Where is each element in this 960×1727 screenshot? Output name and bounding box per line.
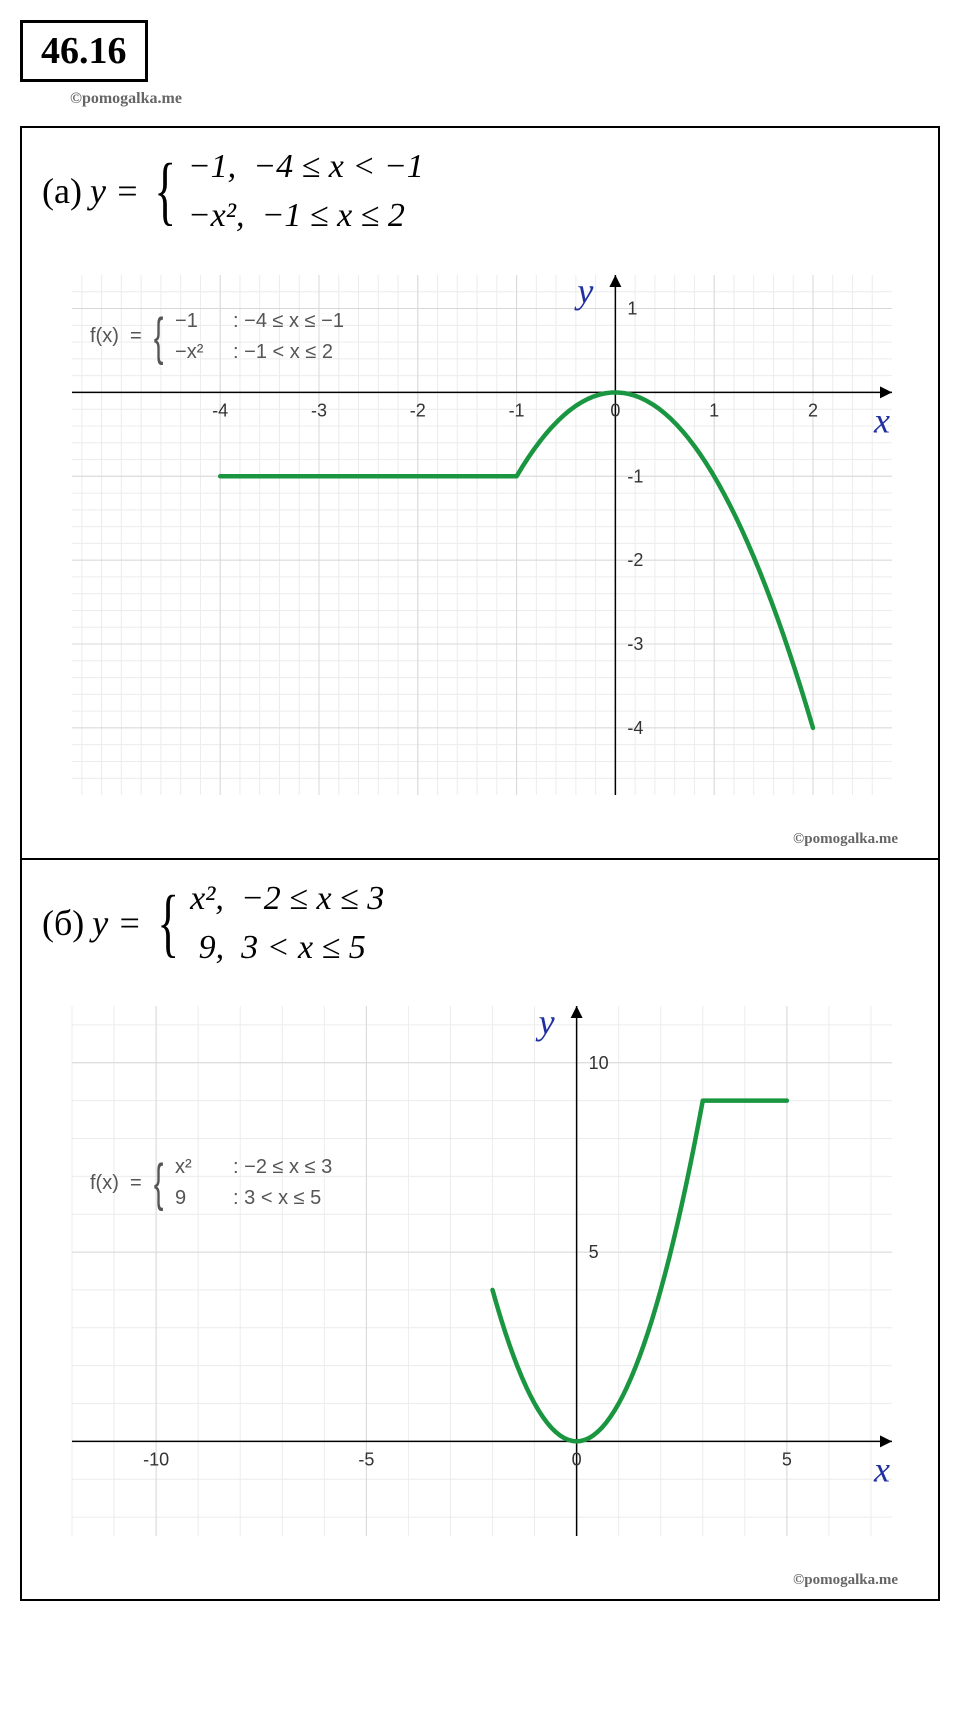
chart-a-wrap: -4 -3 -2 -1 0 1 2 -4 -3 -2 -1 1 y x f(x) = { −1 : −4 …	[42, 255, 918, 825]
svg-text:x: x	[873, 1450, 890, 1490]
svg-text:0: 0	[610, 400, 620, 420]
svg-text:y: y	[574, 271, 593, 311]
inset-a-c2a: −x²	[175, 341, 219, 364]
svg-text:5: 5	[782, 1450, 792, 1470]
part-b-case1: x², −2 ≤ x ≤ 3	[190, 874, 384, 923]
brace-icon: {	[154, 315, 164, 359]
part-a-label: (а)	[42, 165, 82, 217]
part-b-lhs: y =	[92, 897, 141, 949]
chart-b-watermark: ©pomogalka.me	[42, 1572, 898, 1589]
inset-a-c1b: : −4 ≤ x ≤ −1	[233, 310, 344, 333]
part-a-box: (а) y = { −1, −4 ≤ x < −1 −x², −1 ≤ x ≤ …	[20, 126, 940, 860]
chart-a-watermark: ©pomogalka.me	[42, 831, 898, 848]
brace-icon: {	[154, 1161, 164, 1205]
part-b-label: (б)	[42, 897, 84, 949]
chart-a-inset: f(x) = { −1 : −4 ≤ x ≤ −1 −x² : −1 < x ≤…	[90, 310, 344, 364]
svg-text:5: 5	[589, 1242, 599, 1262]
svg-text:-5: -5	[358, 1450, 374, 1470]
svg-text:-3: -3	[311, 400, 327, 420]
svg-text:-10: -10	[143, 1450, 169, 1470]
inset-b-c2b: : 3 < x ≤ 5	[233, 1187, 321, 1210]
part-a-lhs: y =	[90, 165, 139, 217]
svg-text:-1: -1	[627, 466, 643, 486]
svg-text:-4: -4	[212, 400, 228, 420]
inset-b-c2a: 9	[175, 1187, 219, 1210]
svg-text:-2: -2	[410, 400, 426, 420]
inset-b-c1b: : −2 ≤ x ≤ 3	[233, 1156, 332, 1179]
svg-text:1: 1	[627, 298, 637, 318]
brace-icon: {	[157, 894, 179, 952]
chart-b: -10 -5 0 5 5 10 y x	[42, 986, 922, 1566]
svg-text:x: x	[873, 400, 890, 440]
inset-a-c2b: : −1 < x ≤ 2	[233, 341, 333, 364]
svg-text:y: y	[536, 1002, 555, 1042]
exercise-number: 46.16	[20, 20, 148, 82]
inset-a-c1a: −1	[175, 310, 219, 333]
svg-text:2: 2	[808, 400, 818, 420]
part-b-formula: (б) y = { x², −2 ≤ x ≤ 3 9, 3 < x ≤ 5	[42, 874, 918, 973]
svg-text:0: 0	[572, 1450, 582, 1470]
part-a-case2: −x², −1 ≤ x ≤ 2	[188, 191, 424, 240]
svg-text:-3: -3	[627, 634, 643, 654]
top-watermark: ©pomogalka.me	[70, 90, 940, 108]
svg-text:-4: -4	[627, 717, 643, 737]
chart-b-wrap: -10 -5 0 5 5 10 y x f(x) = { x² : −2 ≤ x ≤ 3 9 …	[42, 986, 918, 1566]
part-a-case1: −1, −4 ≤ x < −1	[188, 142, 424, 191]
brace-icon: {	[155, 162, 177, 220]
part-a-formula: (а) y = { −1, −4 ≤ x < −1 −x², −1 ≤ x ≤ …	[42, 142, 918, 241]
inset-b-lhs: f(x) =	[90, 1172, 142, 1195]
inset-b-c1a: x²	[175, 1156, 219, 1179]
part-b-case2: 9, 3 < x ≤ 5	[190, 923, 384, 972]
svg-text:-2: -2	[627, 550, 643, 570]
part-b-box: (б) y = { x², −2 ≤ x ≤ 3 9, 3 < x ≤ 5 -1…	[20, 860, 940, 1602]
inset-a-lhs: f(x) =	[90, 325, 142, 348]
svg-text:1: 1	[709, 400, 719, 420]
svg-text:10: 10	[589, 1053, 609, 1073]
svg-text:-1: -1	[509, 400, 525, 420]
chart-b-inset: f(x) = { x² : −2 ≤ x ≤ 3 9 : 3 < x ≤ 5	[90, 1156, 332, 1210]
